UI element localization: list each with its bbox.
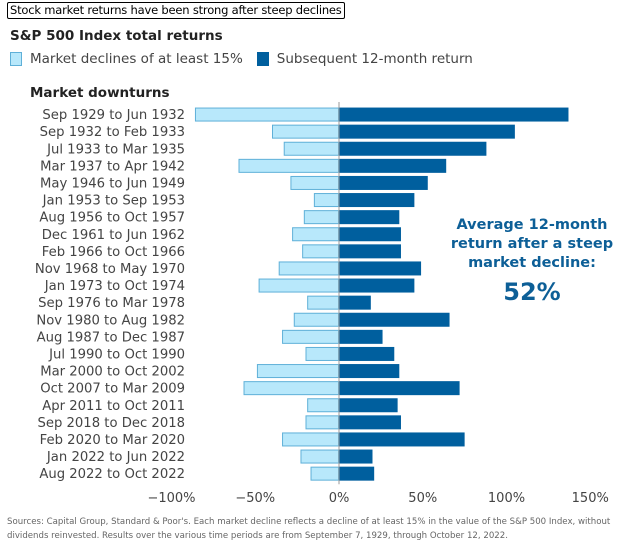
legend-swatch-declines	[10, 52, 22, 66]
annotation-line: market decline:	[468, 255, 596, 271]
category-label: Sep 1976 to Mar 1978	[38, 296, 185, 311]
category-label: Jul 1933 to Mar 1935	[46, 142, 185, 157]
decline-bar	[303, 210, 340, 225]
category-label: Jul 1990 to Oct 1990	[48, 347, 185, 362]
return-bar	[339, 295, 371, 310]
annotation-line: return after a steep	[450, 236, 614, 252]
return-bar	[339, 227, 401, 242]
category-label: Dec 1961 to Jun 1962	[42, 228, 185, 243]
return-bar	[339, 381, 460, 396]
category-axis-header: Market downturns	[30, 85, 170, 101]
decline-bar	[238, 158, 339, 173]
category-label: Apr 2011 to Oct 2011	[42, 399, 185, 414]
decline-bar	[307, 295, 339, 310]
decline-bar	[307, 398, 339, 413]
return-bar	[339, 329, 383, 344]
decline-bar	[305, 415, 339, 430]
return-bar	[339, 261, 422, 276]
decline-bar	[282, 329, 339, 344]
decline-bar	[278, 261, 340, 276]
decline-bar	[293, 312, 339, 327]
return-bar	[339, 398, 398, 413]
category-label: Aug 2022 to Oct 2022	[39, 467, 185, 482]
decline-bar	[300, 449, 340, 464]
decline-bar	[292, 227, 340, 242]
legend-swatch-returns	[256, 52, 269, 66]
legend: Market declines of at least 15% Subseque…	[10, 51, 473, 67]
decline-bar	[313, 193, 339, 208]
category-label: Jan 2022 to Jun 2022	[46, 450, 185, 465]
category-label: Sep 1929 to Jun 1932	[42, 108, 185, 123]
decline-bar	[256, 364, 339, 379]
chart-subtitle: S&P 500 Index total returns	[10, 28, 223, 44]
decline-bar	[302, 244, 339, 259]
category-label: Feb 2020 to Mar 2020	[40, 433, 185, 448]
x-tick-label: 0%	[329, 491, 350, 506]
category-label: Mar 2000 to Oct 2002	[40, 365, 185, 380]
decline-bar	[282, 432, 339, 447]
category-label: Jan 1973 to Oct 1974	[44, 279, 185, 294]
return-bar	[339, 466, 375, 481]
decline-bar	[310, 466, 339, 481]
decline-bar	[194, 107, 339, 122]
chart-title-box: Stock market returns have been strong af…	[7, 2, 345, 19]
return-bar	[339, 449, 373, 464]
average-return-annotation: Average 12-month return after a steep ma…	[440, 216, 624, 307]
decline-bar	[272, 124, 339, 139]
annotation-value: 52%	[503, 278, 561, 306]
annotation-line: Average 12-month	[456, 217, 608, 233]
return-bar	[339, 158, 447, 173]
category-label: Aug 1987 to Dec 1987	[37, 330, 185, 345]
return-bar	[339, 364, 400, 379]
return-bar	[339, 124, 515, 139]
x-tick-label: −50%	[235, 491, 275, 506]
x-tick-label: 50%	[408, 491, 437, 506]
category-label: Sep 2018 to Dec 2018	[37, 416, 185, 431]
category-label: Feb 1966 to Oct 1966	[42, 245, 185, 260]
decline-bar	[290, 175, 339, 190]
return-bar	[339, 141, 487, 156]
category-label: Sep 1932 to Feb 1933	[40, 125, 185, 140]
decline-bar	[305, 346, 339, 361]
return-bar	[339, 432, 465, 447]
decline-bar	[258, 278, 340, 293]
x-tick-label: −100%	[147, 491, 195, 506]
return-bar	[339, 312, 450, 327]
return-bar	[339, 415, 401, 430]
category-label: Aug 1956 to Oct 1957	[39, 211, 185, 226]
category-label: Mar 1937 to Apr 1942	[40, 159, 185, 174]
decline-bar	[243, 381, 339, 396]
return-bar	[339, 193, 415, 208]
decline-bar	[283, 141, 340, 156]
legend-label-returns: Subsequent 12-month return	[276, 51, 473, 67]
category-label: Nov 1968 to May 1970	[35, 262, 185, 277]
category-label: Oct 2007 to Mar 2009	[40, 382, 185, 397]
category-label: Jan 1953 to Sep 1953	[42, 194, 185, 209]
return-bar	[339, 175, 428, 190]
x-tick-label: 100%	[488, 491, 525, 506]
return-bar	[339, 278, 415, 293]
category-label: May 1946 to Jun 1949	[40, 176, 185, 191]
return-bar	[339, 346, 395, 361]
category-label: Nov 1980 to Aug 1982	[36, 313, 185, 328]
return-bar	[339, 107, 569, 122]
return-bar	[339, 210, 400, 225]
source-note: Sources: Capital Group, Standard & Poor'…	[7, 517, 611, 541]
return-bar	[339, 244, 401, 259]
x-tick-label: 150%	[572, 491, 609, 506]
legend-label-declines: Market declines of at least 15%	[30, 51, 243, 67]
